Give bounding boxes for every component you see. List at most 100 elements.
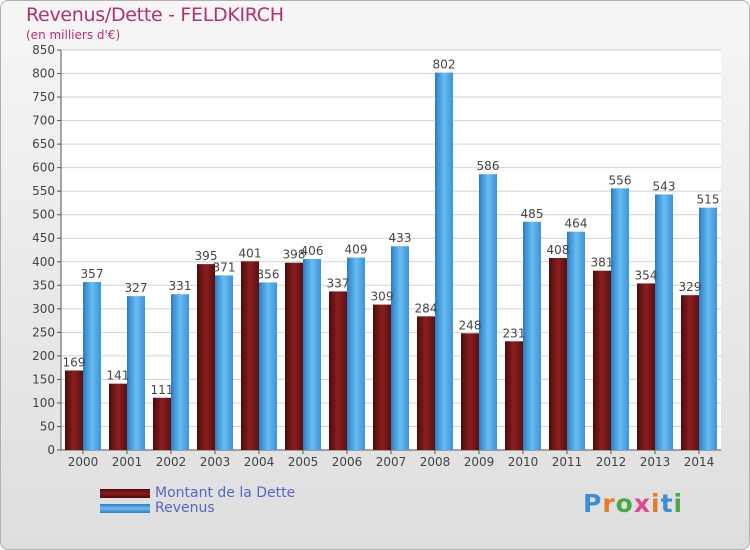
bar-dette-2009: [461, 333, 479, 450]
y-tick-label-300: 300: [32, 302, 55, 316]
bar-dette-2004: [241, 261, 259, 450]
value-label-revenus-2006: 409: [345, 243, 368, 257]
value-label-dette-2013: 354: [635, 268, 658, 282]
y-tick-label-50: 50: [40, 419, 55, 433]
value-label-revenus-2000: 357: [81, 267, 104, 281]
bar-dette-2005: [285, 262, 303, 450]
chart-legend: Montant de la Dette Revenus: [100, 486, 295, 516]
y-tick-label-0: 0: [47, 443, 55, 457]
value-label-revenus-2001: 327: [125, 281, 148, 295]
legend-swatch-revenus: [100, 504, 150, 513]
y-tick-label-800: 800: [32, 67, 55, 81]
bar-revenus-2014: [699, 207, 717, 450]
value-label-dette-2010: 231: [503, 326, 526, 340]
bar-dette-2012: [593, 270, 611, 450]
bar-dette-2006: [329, 291, 347, 450]
value-label-dette-2009: 248: [459, 318, 482, 332]
bar-revenus-2006: [347, 257, 365, 450]
bar-revenus-2008: [435, 72, 453, 451]
value-label-revenus-2002: 331: [169, 279, 192, 293]
y-tick-label-850: 850: [32, 43, 55, 57]
x-tick-label-2007: 2007: [376, 455, 407, 469]
value-label-dette-2012: 381: [591, 256, 614, 270]
value-label-dette-2002: 111: [151, 383, 174, 397]
bar-revenus-2007: [391, 246, 409, 450]
x-tick-label-2012: 2012: [596, 455, 627, 469]
legend-label-dette: Montant de la Dette: [155, 485, 296, 501]
proxiti-logo: Proxiti: [583, 489, 684, 518]
bar-revenus-2011: [567, 231, 585, 450]
y-tick-label-600: 600: [32, 161, 55, 175]
bar-revenus-2005: [303, 258, 321, 450]
value-label-revenus-2008: 802: [433, 58, 456, 72]
x-tick-label-2014: 2014: [684, 455, 715, 469]
bar-revenus-2000: [83, 282, 101, 450]
y-tick-label-350: 350: [32, 278, 55, 292]
y-tick-label-400: 400: [32, 255, 55, 269]
y-tick-label-200: 200: [32, 349, 55, 363]
bar-dette-2010: [505, 341, 523, 450]
x-tick-label-2004: 2004: [244, 455, 275, 469]
chart-title: Revenus/Dette - FELDKIRCH: [26, 4, 284, 26]
bar-revenus-2012: [611, 188, 629, 450]
value-label-dette-2001: 141: [107, 369, 130, 383]
x-tick-label-2005: 2005: [288, 455, 319, 469]
value-label-dette-2014: 329: [679, 280, 702, 294]
value-label-revenus-2009: 586: [477, 159, 500, 173]
value-label-dette-2006: 337: [327, 276, 350, 290]
x-tick-label-2008: 2008: [420, 455, 451, 469]
bar-dette-2007: [373, 304, 391, 450]
value-label-revenus-2011: 464: [565, 217, 588, 231]
value-label-dette-2011: 408: [547, 243, 570, 257]
bar-revenus-2009: [479, 174, 497, 450]
y-tick-label-500: 500: [32, 208, 55, 222]
y-tick-label-550: 550: [32, 184, 55, 198]
value-label-revenus-2014: 515: [697, 193, 720, 207]
bar-dette-2002: [153, 397, 171, 450]
x-tick-label-2013: 2013: [640, 455, 671, 469]
y-tick-label-650: 650: [32, 137, 55, 151]
value-label-dette-2007: 309: [371, 290, 394, 304]
y-tick-label-150: 150: [32, 372, 55, 386]
value-label-revenus-2012: 556: [609, 173, 632, 187]
legend-label-revenus: Revenus: [155, 500, 215, 516]
x-tick-label-2000: 2000: [68, 455, 99, 469]
legend-item-dette: Montant de la Dette: [100, 486, 295, 501]
x-tick-label-2002: 2002: [156, 455, 187, 469]
value-label-revenus-2007: 433: [389, 231, 412, 245]
x-tick-label-2003: 2003: [200, 455, 231, 469]
x-tick-label-2010: 2010: [508, 455, 539, 469]
y-tick-label-700: 700: [32, 114, 55, 128]
y-tick-label-750: 750: [32, 90, 55, 104]
bar-dette-2011: [549, 258, 567, 450]
x-tick-label-2001: 2001: [112, 455, 143, 469]
bar-revenus-2010: [523, 221, 541, 450]
value-label-dette-2008: 284: [415, 301, 438, 315]
value-label-revenus-2003: 371: [213, 260, 236, 274]
bar-revenus-2001: [127, 296, 145, 450]
value-label-revenus-2010: 485: [521, 207, 544, 221]
y-tick-label-100: 100: [32, 396, 55, 410]
x-tick-label-2009: 2009: [464, 455, 495, 469]
bar-dette-2003: [197, 264, 215, 450]
bar-dette-2013: [637, 283, 655, 450]
bar-revenus-2013: [655, 194, 673, 450]
chart-subtitle: (en milliers d'€): [26, 28, 121, 42]
legend-swatch-dette: [100, 489, 150, 498]
bar-revenus-2004: [259, 282, 277, 450]
value-label-revenus-2004: 356: [257, 267, 280, 281]
x-tick-label-2006: 2006: [332, 455, 363, 469]
bar-dette-2014: [681, 295, 699, 450]
x-tick-label-2011: 2011: [552, 455, 583, 469]
bar-dette-2001: [109, 383, 127, 450]
y-tick-label-450: 450: [32, 231, 55, 245]
bar-revenus-2003: [215, 275, 233, 450]
value-label-dette-2000: 169: [63, 355, 86, 369]
bar-revenus-2002: [171, 294, 189, 450]
value-label-revenus-2005: 406: [301, 244, 324, 258]
bar-dette-2008: [417, 316, 435, 450]
y-tick-label-250: 250: [32, 325, 55, 339]
value-label-dette-2003: 395: [195, 249, 218, 263]
value-label-revenus-2013: 543: [653, 179, 676, 193]
